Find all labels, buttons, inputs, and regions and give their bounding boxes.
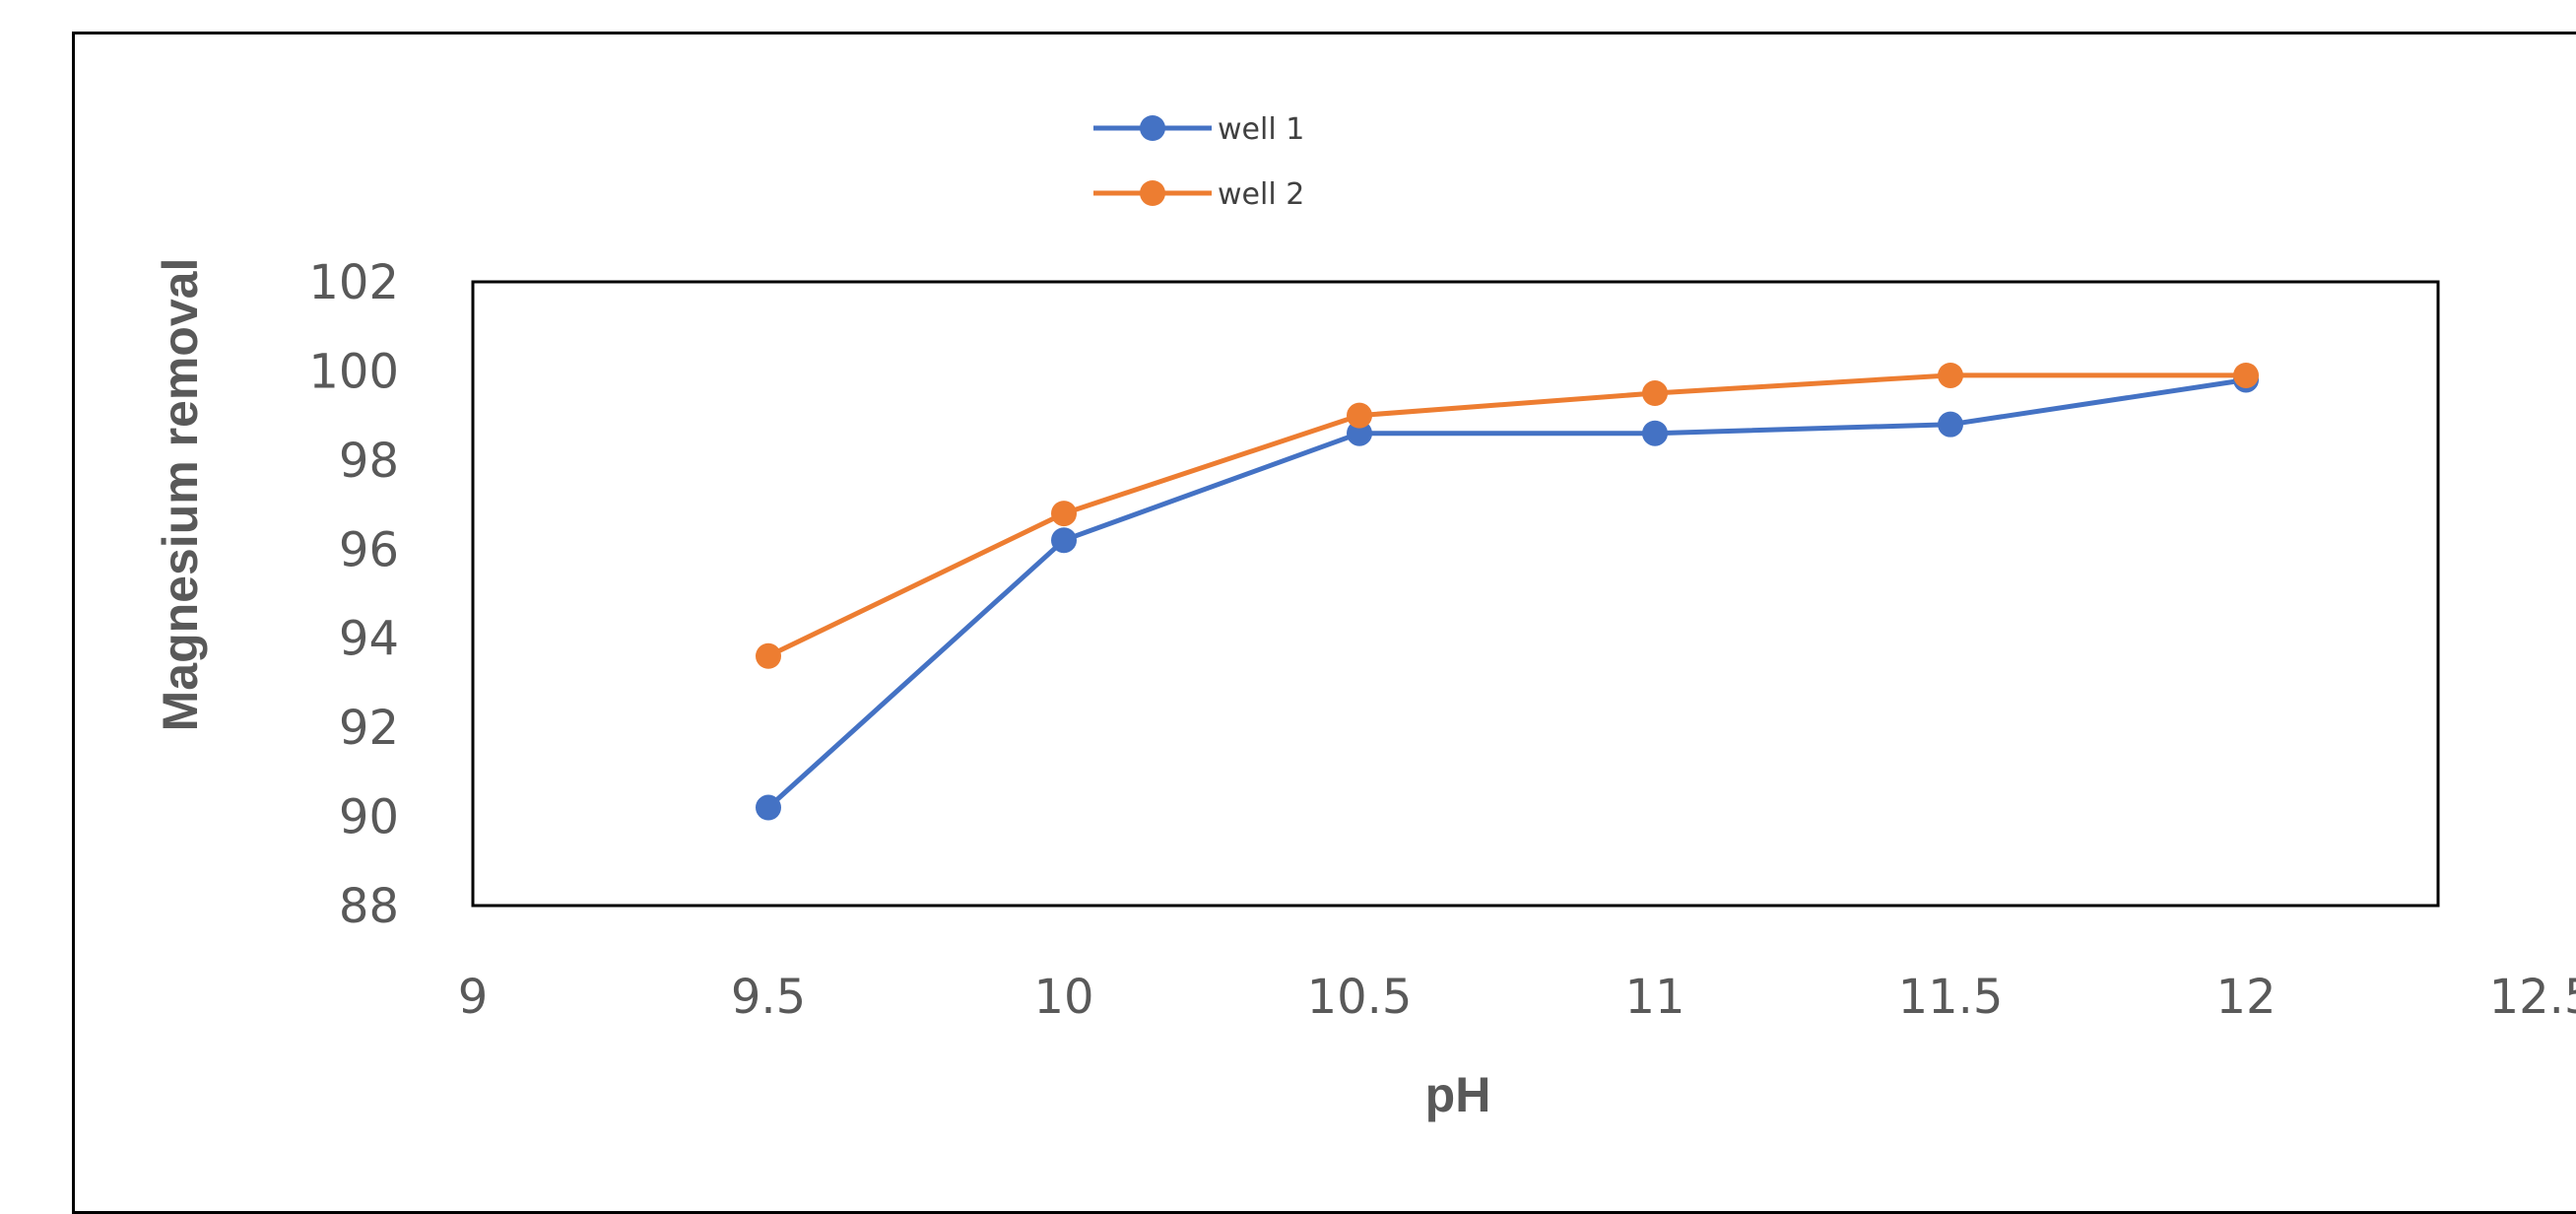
data-point-well-1: [1347, 420, 1372, 446]
legend-marker-well-2: [1140, 180, 1165, 206]
x-tick-label: 9.5: [731, 970, 806, 1025]
series-layer: [756, 362, 2259, 821]
data-point-well-1: [756, 794, 781, 821]
y-tick-label: 94: [339, 612, 399, 667]
series-line-well-1: [766, 377, 2247, 810]
y-tick-label: 102: [308, 255, 399, 310]
x-tick-label: 11.5: [1898, 970, 2004, 1025]
data-point-well-2: [2233, 362, 2259, 388]
x-axis-ticks: 9 9.5 10 10.5 11 11.5 12 12.5: [458, 970, 2576, 1025]
x-axis-title: pH: [1425, 1067, 1491, 1122]
legend-label: well 2: [1218, 177, 1304, 212]
y-axis-ticks: 88 90 92 94 96 98 100 102: [308, 255, 399, 934]
series-line-well-2: [766, 372, 2246, 659]
legend-marker-well-1: [1140, 115, 1165, 141]
data-point-well-1: [1642, 420, 1668, 446]
y-tick-label: 98: [339, 434, 399, 489]
data-point-well-1: [1051, 527, 1077, 554]
x-tick-label: 10: [1033, 970, 1093, 1025]
x-tick-label: 10.5: [1307, 970, 1413, 1025]
data-point-well-1: [1938, 411, 1963, 438]
line-chart: 88 90 92 94 96 98 100 102 9 9.5 10 10.5 11 11.5 12 12.…: [153, 112, 2576, 1122]
y-tick-label: 90: [339, 790, 399, 845]
y-axis-title: Magnesium removal: [153, 258, 208, 732]
y-tick-label: 100: [308, 344, 399, 399]
plot-area-border: [471, 280, 2440, 908]
data-point-well-2: [1938, 362, 1963, 388]
y-tick-label: 96: [339, 522, 399, 577]
legend-label: well 1: [1218, 112, 1304, 147]
data-point-well-2: [1642, 380, 1668, 407]
x-tick-label: 12.5: [2489, 970, 2576, 1025]
legend: well 1 well 2: [1093, 112, 1304, 212]
y-tick-label: 92: [339, 701, 399, 756]
data-point-well-2: [1051, 501, 1077, 527]
data-point-well-2: [1347, 402, 1372, 429]
x-tick-label: 11: [1624, 970, 1684, 1025]
x-tick-label: 9: [458, 970, 489, 1025]
data-point-well-2: [756, 642, 781, 669]
x-tick-label: 12: [2215, 970, 2276, 1025]
y-tick-label: 88: [339, 879, 399, 934]
